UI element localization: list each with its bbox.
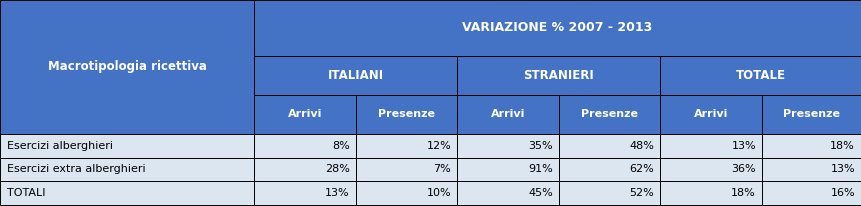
Bar: [457, 181, 559, 205]
Text: Arrivi: Arrivi: [694, 109, 728, 119]
Text: 13%: 13%: [731, 141, 756, 151]
Text: 52%: 52%: [629, 188, 654, 198]
Bar: [660, 181, 762, 205]
Text: Presenze: Presenze: [783, 109, 840, 119]
Text: 7%: 7%: [433, 164, 451, 174]
Text: Esercizi alberghieri: Esercizi alberghieri: [7, 141, 113, 151]
Text: 8%: 8%: [331, 141, 350, 151]
Bar: [762, 158, 861, 181]
Text: 48%: 48%: [629, 141, 654, 151]
Text: 10%: 10%: [426, 188, 451, 198]
Bar: [254, 158, 356, 181]
Text: 35%: 35%: [528, 141, 553, 151]
Bar: [762, 181, 861, 205]
Text: 45%: 45%: [528, 188, 553, 198]
Bar: [660, 134, 762, 158]
Bar: [0, 158, 254, 181]
Bar: [660, 158, 762, 181]
Text: 36%: 36%: [731, 164, 756, 174]
Bar: [559, 181, 660, 205]
Text: 62%: 62%: [629, 164, 654, 174]
Bar: [660, 56, 861, 95]
Text: Presenze: Presenze: [581, 109, 638, 119]
Bar: [0, 0, 254, 134]
Bar: [254, 0, 861, 56]
Text: ITALIANI: ITALIANI: [327, 69, 384, 82]
Text: 12%: 12%: [426, 141, 451, 151]
Bar: [0, 134, 254, 158]
Bar: [660, 95, 762, 134]
Text: 13%: 13%: [325, 188, 350, 198]
Bar: [254, 95, 356, 134]
Bar: [254, 134, 356, 158]
Bar: [457, 56, 660, 95]
Bar: [356, 158, 457, 181]
Bar: [356, 134, 457, 158]
Text: 18%: 18%: [830, 141, 855, 151]
Text: STRANIERI: STRANIERI: [523, 69, 594, 82]
Text: Arrivi: Arrivi: [288, 109, 322, 119]
Bar: [254, 181, 356, 205]
Bar: [457, 95, 559, 134]
Text: TOTALI: TOTALI: [7, 188, 46, 198]
Bar: [254, 56, 457, 95]
Bar: [356, 95, 457, 134]
Bar: [457, 134, 559, 158]
Text: Esercizi extra alberghieri: Esercizi extra alberghieri: [7, 164, 146, 174]
Text: 28%: 28%: [325, 164, 350, 174]
Text: TOTALE: TOTALE: [735, 69, 786, 82]
Bar: [559, 158, 660, 181]
Text: Macrotipologia ricettiva: Macrotipologia ricettiva: [47, 60, 207, 74]
Text: 18%: 18%: [731, 188, 756, 198]
Bar: [559, 95, 660, 134]
Text: 91%: 91%: [528, 164, 553, 174]
Bar: [559, 134, 660, 158]
Text: 13%: 13%: [830, 164, 855, 174]
Bar: [0, 181, 254, 205]
Bar: [457, 158, 559, 181]
Text: Arrivi: Arrivi: [491, 109, 525, 119]
Bar: [762, 134, 861, 158]
Bar: [762, 95, 861, 134]
Text: 16%: 16%: [830, 188, 855, 198]
Text: VARIAZIONE % 2007 - 2013: VARIAZIONE % 2007 - 2013: [462, 21, 653, 34]
Bar: [356, 181, 457, 205]
Text: Presenze: Presenze: [378, 109, 435, 119]
